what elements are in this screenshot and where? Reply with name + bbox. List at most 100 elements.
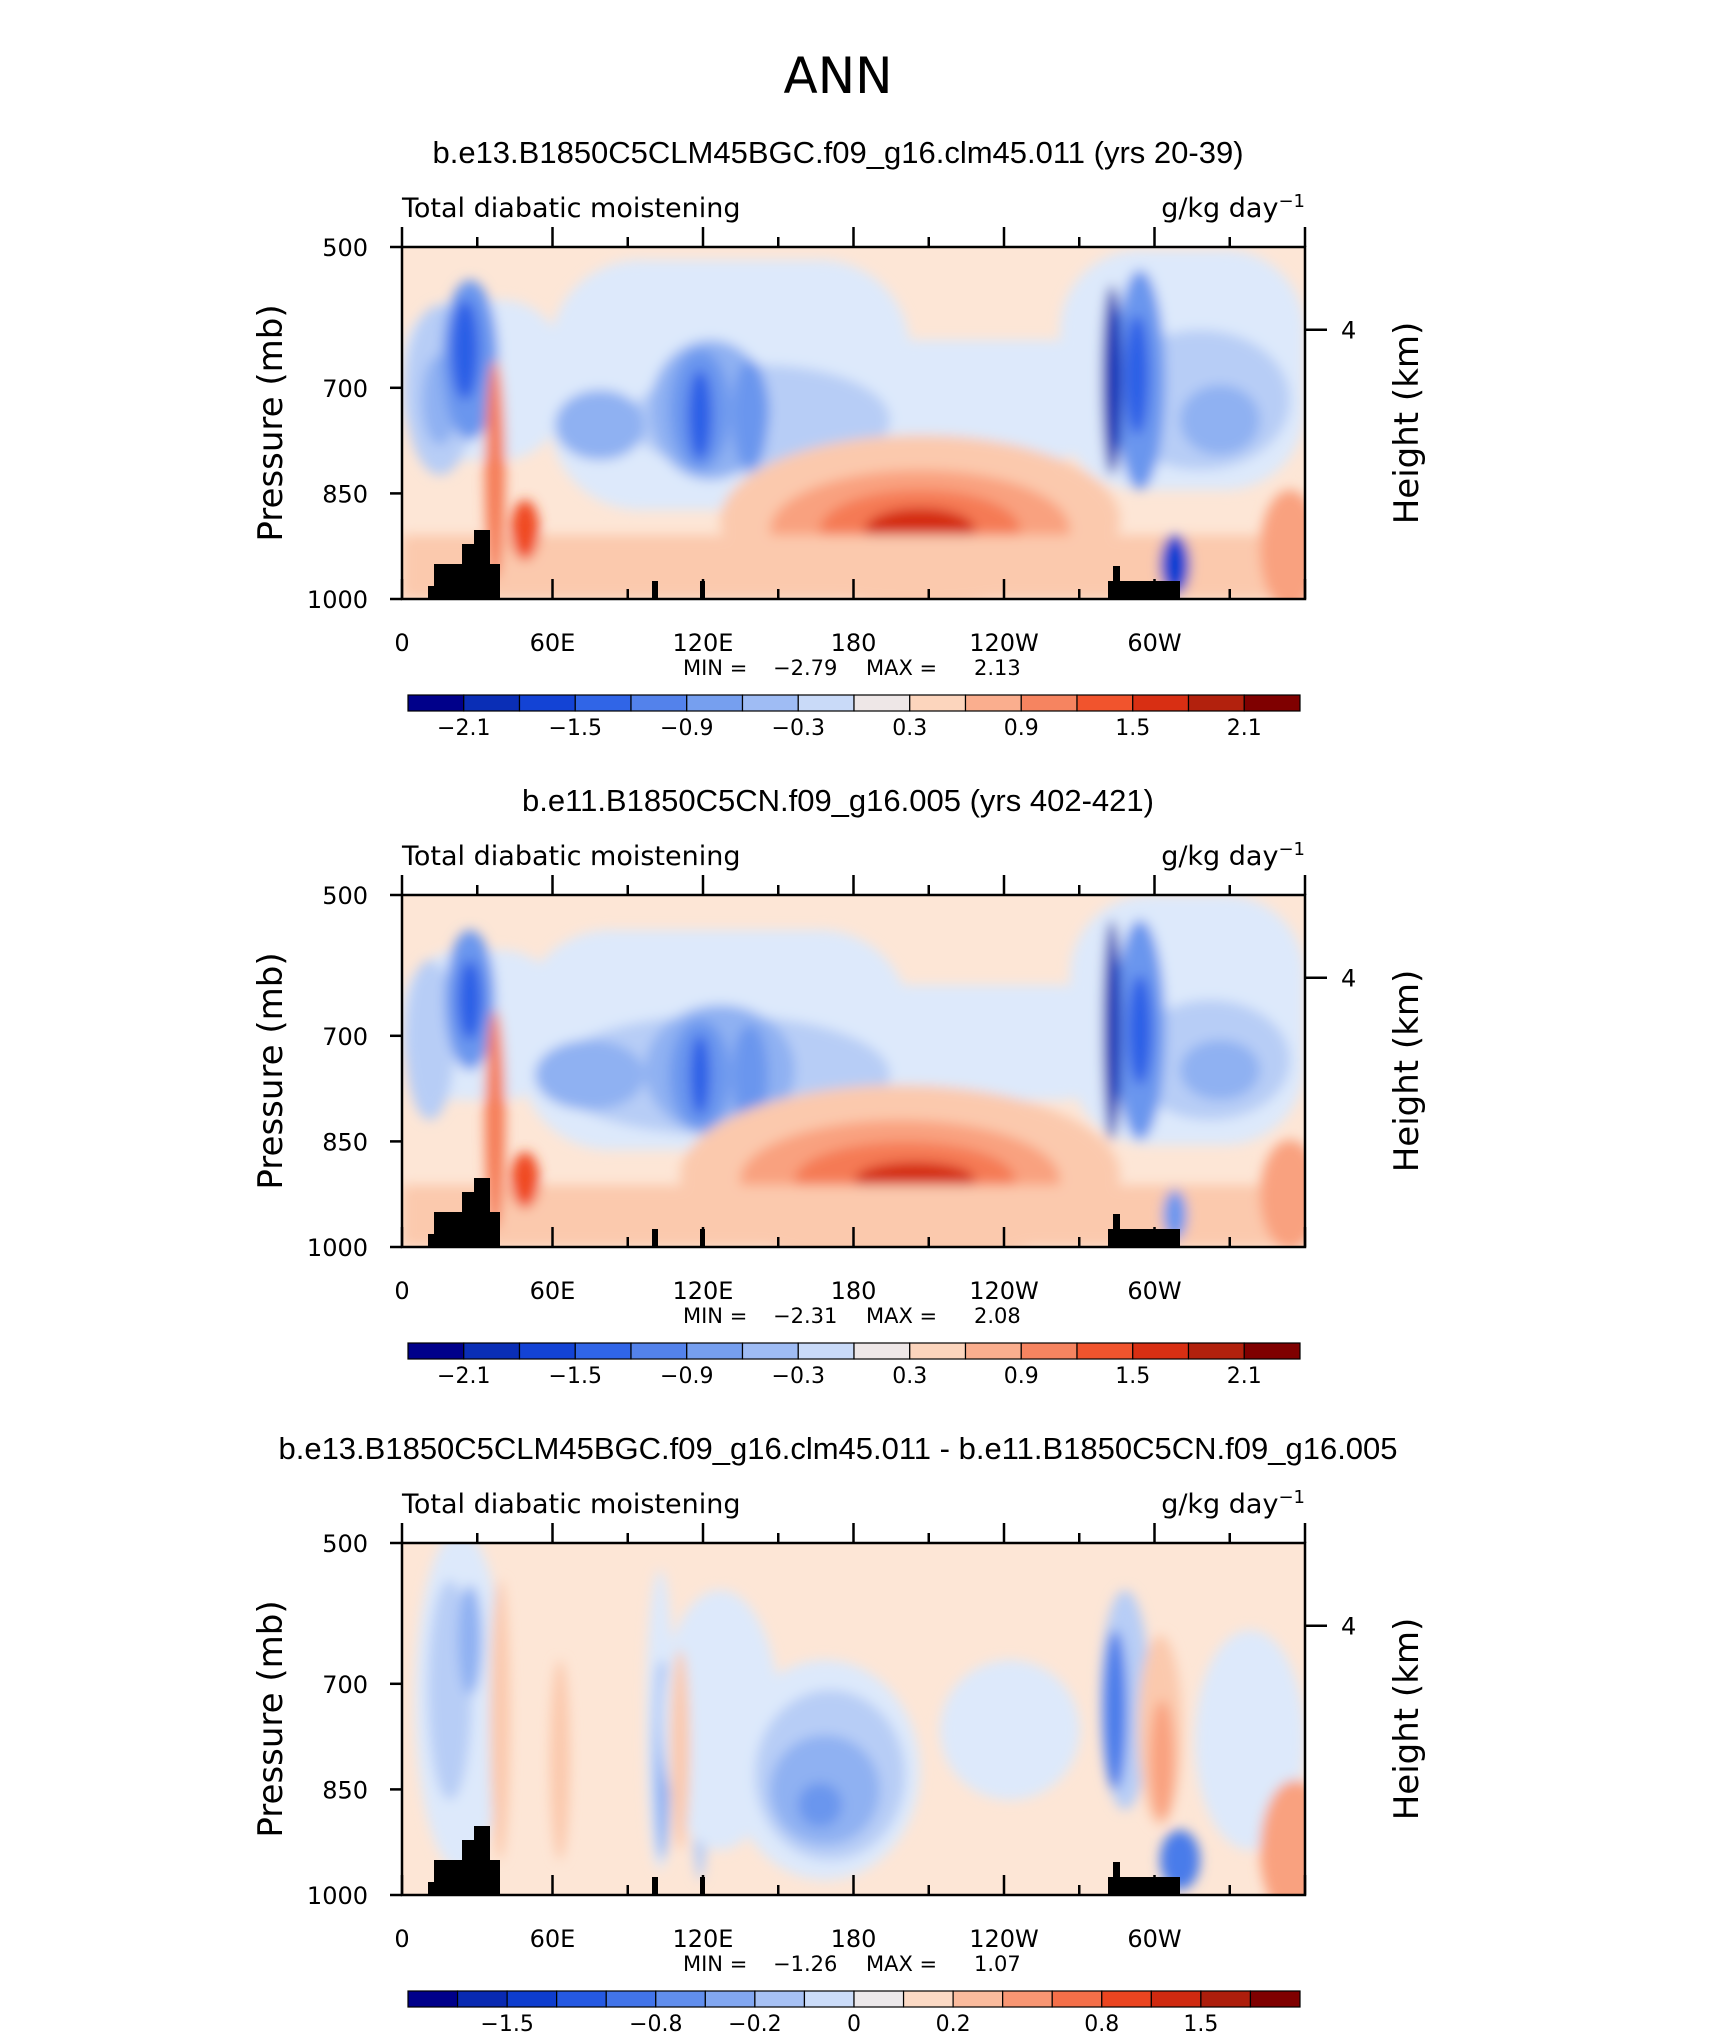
min-label: MIN = [683,1952,747,1976]
contour-region [1180,1040,1260,1100]
colorbar-swatch [853,1990,905,2008]
contour-region [511,1152,539,1208]
y-tick-label: 1000 [307,1234,368,1262]
contour-region [550,1660,570,1860]
contour-region [1180,385,1260,455]
contour-region [1163,1190,1187,1240]
y2-tick-label: 4 [1341,1613,1356,1641]
colorbar: −2.1 −1.5 −0.9 −0.3 0.3 0.9 1.5 2.1 [407,1342,1301,1389]
colorbar-swatch [853,694,911,712]
units-exponent: −1 [1278,1487,1305,1508]
y2-axis-label: Height (km) [1387,970,1427,1173]
y-axis-height: 4 [1305,1613,1356,1641]
contour-region [555,390,645,460]
colorbar-label: 1.5 [1183,2012,1218,2037]
colorbar-swatch [1200,1990,1252,2008]
contour-region [451,300,479,400]
colorbar-swatch [456,1990,508,2008]
contour-region [405,960,455,1120]
contour-field [402,247,1305,599]
colorbar-swatch [630,694,688,712]
min-value: −1.26 [773,1952,837,1976]
colorbar-label: 2.1 [1227,716,1262,741]
colorbar-swatch [797,1342,855,1360]
contour-region [1260,1780,1305,1895]
colorbar-label: 0 [847,2012,861,2037]
contour-region [670,1650,690,1850]
colorbar-swatch [1076,1342,1134,1360]
colorbar-swatch [803,1990,855,2008]
x-tick-label: 180 [831,629,877,657]
max-value: 1.07 [974,1952,1021,1976]
x-tick-label: 180 [831,1277,877,1305]
colorbar-swatch [1243,694,1301,712]
contour-layers [415,1543,1305,1895]
y2-tick-label: 4 [1341,965,1356,993]
colorbar-label: 0.8 [1084,2012,1119,2037]
colorbar-swatch [574,1342,632,1360]
contour-layers [402,250,1305,599]
y-tick-label: 850 [322,1128,368,1156]
y-tick-label: 1000 [307,586,368,614]
colorbar-label: −0.3 [772,716,825,741]
colorbar-swatch [686,1342,744,1360]
units-exponent: −1 [1278,839,1305,860]
contour-region [1260,490,1305,599]
contour-region [485,360,505,580]
y-axis-label: Pressure (mb) [251,952,291,1189]
colorbar-swatch [1249,1990,1301,2008]
colorbar-label: −2.1 [437,716,490,741]
x-tick-label: 120W [969,1277,1039,1305]
colorbar-swatch [1132,694,1190,712]
colorbar-swatch [630,1342,688,1360]
x-tick-label: 60W [1127,1925,1181,1953]
contour-region [688,370,712,460]
colorbar-swatch [902,1990,954,2008]
colorbar-swatch [463,694,521,712]
colorbar-label: 1.5 [1115,716,1150,741]
x-tick-label: 180 [831,1925,877,1953]
colorbar-swatch [754,1990,806,2008]
colorbar-swatch [506,1990,558,2008]
colorbar-swatch [964,1342,1022,1360]
topography-mask [1113,1214,1120,1229]
y-axis-label: Pressure (mb) [251,1600,291,1837]
panel-0: b.e13.B1850C5CLM45BGC.f09_g16.clm45.011 … [251,135,1427,741]
y-tick-label: 500 [322,1530,368,1558]
y-tick-label: 850 [322,480,368,508]
x-tick-label: 0 [394,629,409,657]
contour-region [690,1035,710,1115]
colorbar-swatch [853,1342,911,1360]
units-label: g/kg day−1 [1161,191,1305,224]
colorbar-swatch [407,1990,459,2008]
topography-mask [652,581,658,599]
colorbar-swatch [655,1990,706,2008]
contour-region [1150,1700,1174,1820]
contour-region [490,1580,510,1860]
y-axis-pressure: 500 700 850 1000 [307,882,402,1262]
topography-mask [428,1178,500,1247]
colorbar-swatch [964,694,1022,712]
topography-mask [1108,1877,1180,1895]
x-tick-label: 120E [673,1925,734,1953]
x-axis-longitude: 0 60E 120E 180 120W 60W [394,227,1307,657]
y-tick-label: 700 [322,1023,368,1051]
x-tick-label: 60E [530,1925,576,1953]
colorbar-swatch [1002,1990,1053,2008]
y-tick-label: 700 [322,375,368,403]
panel-title: b.e11.B1850C5CN.f09_g16.005 (yrs 402-421… [522,783,1154,818]
x-tick-label: 60W [1127,1277,1181,1305]
colorbar-swatch [518,1342,576,1360]
colorbar-swatch [1101,1990,1152,2008]
x-tick-label: 60W [1127,629,1181,657]
colorbar-swatch [952,1990,1004,2008]
colorbar-swatch [1020,1342,1078,1360]
field-description: Total diabatic moistening [401,841,740,872]
units-text: g/kg day [1161,841,1278,872]
contour-region [485,1010,505,1230]
contour-region [458,1585,482,1695]
contour-field [402,895,1305,1247]
max-label: MAX = [866,656,937,680]
y-axis-height: 4 [1305,317,1356,345]
colorbar: −2.1 −1.5 −0.9 −0.3 0.3 0.9 1.5 2.1 [407,694,1301,741]
